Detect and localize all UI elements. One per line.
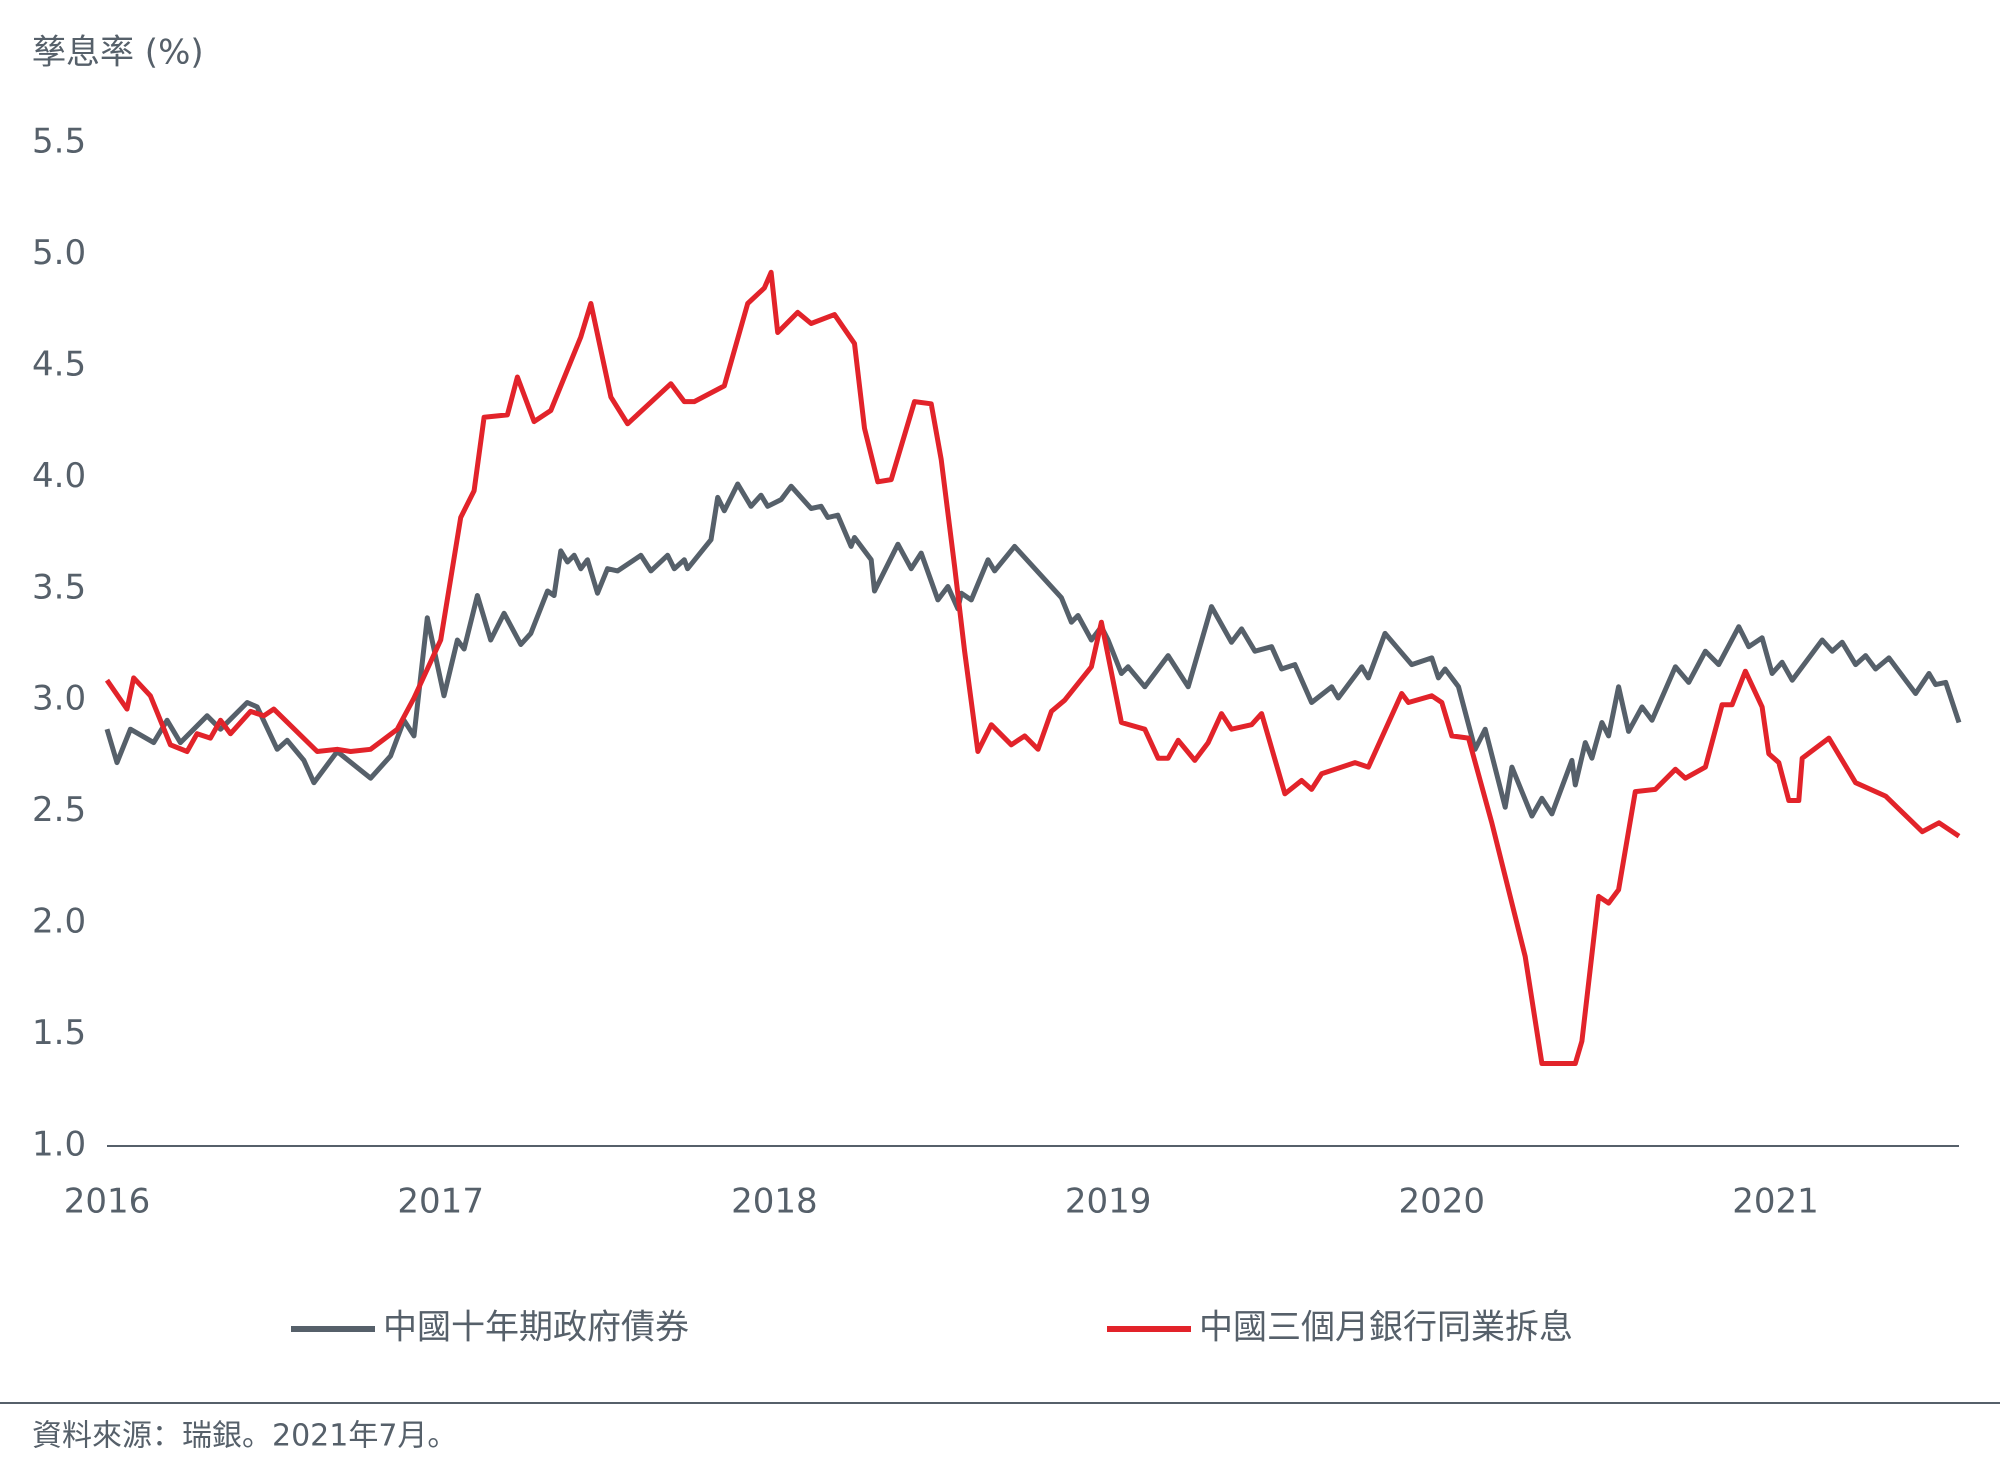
- x-tick-label: 2021: [1732, 1182, 1819, 1222]
- legend-label: 中國十年期政府債券: [383, 1308, 689, 1348]
- y-tick-label: 4.5: [32, 344, 86, 384]
- legend-label: 中國三個月銀行同業拆息: [1199, 1308, 1573, 1348]
- x-tick-label: 2018: [731, 1182, 818, 1222]
- y-tick-label: 1.5: [32, 1013, 86, 1053]
- y-tick-label: 2.5: [32, 790, 86, 830]
- series-line: [104, 481, 1962, 819]
- x-tick-label: 2019: [1065, 1182, 1152, 1222]
- x-tick-label: 2020: [1399, 1182, 1486, 1222]
- series-line: [104, 269, 1961, 1066]
- y-axis-label: 孳息率 (%): [32, 33, 204, 73]
- y-tick-label: 3.5: [32, 567, 86, 607]
- y-tick-label: 2.0: [32, 902, 86, 942]
- y-tick-label: 1.0: [32, 1125, 86, 1165]
- source-note: 資料來源：瑞銀。2021年7月。: [32, 1419, 457, 1454]
- y-tick-label: 3.0: [32, 679, 86, 719]
- y-tick-label: 5.0: [32, 233, 86, 273]
- x-tick-label: 2016: [64, 1182, 151, 1222]
- y-tick-label: 4.0: [32, 456, 86, 496]
- y-tick-label: 5.5: [32, 122, 86, 162]
- x-tick-label: 2017: [397, 1182, 484, 1222]
